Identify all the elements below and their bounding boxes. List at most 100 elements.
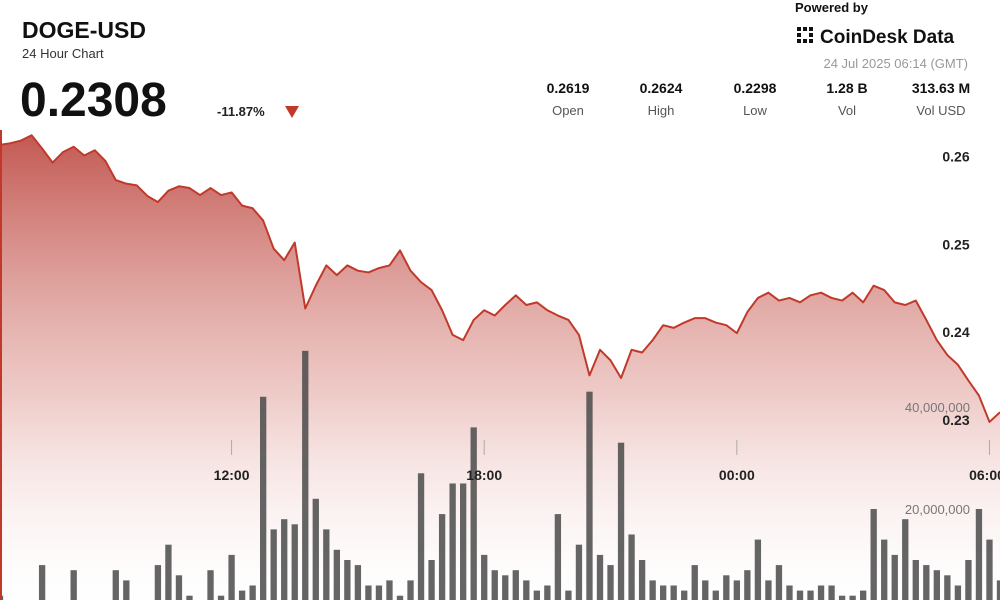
volume-bar — [712, 590, 719, 600]
x-tick-label: 18:00 — [466, 467, 502, 483]
volume-bar — [175, 575, 183, 600]
stat-value: 0.2298 — [734, 80, 777, 96]
volume-bar — [596, 554, 604, 600]
volume-bar — [954, 585, 962, 600]
y-tick-label: 0.23 — [942, 412, 969, 428]
volume-bar — [965, 559, 972, 600]
volume-bar — [923, 565, 930, 600]
y-tick-label: 0.24 — [942, 324, 969, 340]
volume-bar — [396, 595, 404, 600]
stat-label: High — [648, 103, 675, 118]
volume-bar — [512, 570, 519, 600]
volume-bar — [312, 498, 319, 600]
volume-bar — [565, 590, 572, 600]
y2-tick-label: 20,000,000 — [905, 502, 970, 517]
volume-bar — [207, 570, 214, 600]
plot-area: 0.23 0.24 0.25 0.26 20,000,000 40,000,000 12:0… — [0, 130, 1000, 600]
volume-bar — [449, 483, 456, 600]
volume-bar — [807, 590, 814, 600]
volume-bar — [302, 350, 309, 600]
symbol: DOGE-USD — [22, 17, 146, 43]
volume-bar — [344, 559, 351, 600]
volume-bar — [375, 585, 383, 600]
volume-bar — [796, 590, 804, 600]
stat-value: 0.2619 — [547, 80, 590, 96]
volume-bar — [986, 539, 993, 600]
volume-bar — [944, 575, 951, 600]
volume-bar — [249, 585, 256, 600]
volume-bar — [217, 595, 225, 600]
x-tick-label: 12:00 — [214, 467, 250, 483]
volume-bar — [681, 590, 688, 600]
volume-bar — [775, 565, 783, 600]
volume-bar — [860, 590, 867, 600]
stat-label: Open — [552, 103, 584, 118]
volume-bar — [996, 580, 1000, 600]
volume-bar — [523, 580, 530, 600]
volume-bar — [70, 570, 77, 600]
volume-bar — [438, 514, 446, 600]
price-change: -11.87% — [217, 104, 265, 119]
x-tick-label: 00:00 — [719, 467, 755, 483]
volume-bar — [617, 442, 625, 600]
volume-bar — [323, 529, 330, 600]
volume-bar — [649, 580, 656, 600]
stat-value: 313.63 M — [912, 80, 970, 96]
volume-bar — [638, 559, 646, 600]
price-area — [0, 135, 1000, 600]
volume-bar — [828, 585, 835, 600]
volume-bar — [607, 565, 614, 600]
y2-tick-label: 40,000,000 — [905, 400, 970, 415]
volume-bar — [670, 585, 677, 600]
header: DOGE-USD 24 Hour Chart 0.2308 -11.87% Po… — [20, 0, 970, 127]
volume-bar — [733, 580, 740, 600]
volume-bar — [260, 396, 267, 600]
volume-bar — [838, 595, 846, 600]
volume-bar — [365, 585, 372, 600]
subtitle: 24 Hour Chart — [22, 46, 104, 61]
volume-bar — [417, 473, 425, 600]
y-tick-label: 0.26 — [942, 148, 969, 164]
volume-bar — [428, 559, 435, 600]
volume-bar — [975, 508, 983, 600]
volume-bar — [765, 580, 772, 600]
volume-bar — [38, 565, 46, 600]
stat-label: Low — [743, 103, 767, 118]
volume-bar — [270, 529, 277, 600]
volume-bar — [628, 534, 635, 600]
volume-bar — [554, 514, 562, 600]
stat-value: 0.2624 — [640, 80, 683, 96]
volume-bar — [281, 519, 288, 600]
current-price: 0.2308 — [20, 74, 167, 127]
stat-label: Vol — [838, 103, 856, 118]
volume-bar — [123, 580, 130, 600]
volume-bar — [881, 539, 888, 600]
volume-bar — [575, 544, 583, 600]
x-tick-label: 06:00 — [969, 467, 1000, 483]
volume-bar — [754, 539, 762, 600]
y-tick-label: 0.25 — [942, 236, 969, 252]
volume-bar — [186, 595, 193, 600]
volume-bar — [660, 585, 667, 600]
volume-bar — [586, 391, 593, 600]
volume-bar — [165, 544, 172, 600]
volume-bar — [481, 554, 488, 600]
volume-bar — [702, 580, 709, 600]
volume-bar — [849, 595, 856, 600]
down-arrow — [285, 106, 299, 118]
volume-bar — [912, 559, 919, 600]
volume-bar — [407, 580, 414, 600]
volume-bar — [112, 570, 119, 600]
volume-bar — [744, 570, 751, 600]
volume-bar — [291, 524, 298, 600]
stat-value: 1.28 B — [826, 80, 867, 96]
volume-bar — [354, 565, 362, 600]
volume-bar — [470, 427, 477, 600]
volume-bar — [228, 554, 235, 600]
brand: CoinDesk Data — [820, 27, 955, 48]
brand-logo — [797, 27, 813, 43]
volume-bar — [386, 580, 393, 600]
volume-bar — [154, 565, 162, 600]
volume-bar — [460, 483, 467, 600]
